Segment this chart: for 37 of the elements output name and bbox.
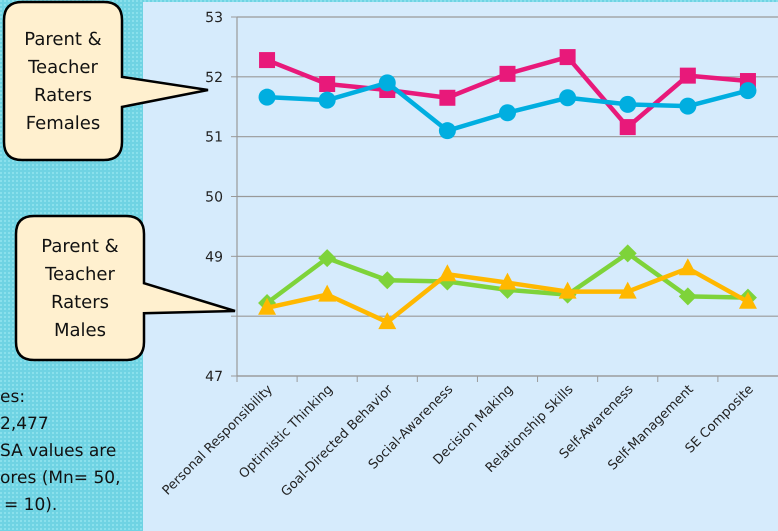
y-tick-label: 47: [205, 369, 223, 385]
point: [319, 76, 336, 92]
point: [738, 292, 757, 309]
point: [680, 68, 696, 84]
point: [499, 104, 516, 122]
point: [439, 90, 456, 106]
point: [438, 122, 456, 140]
point: [500, 66, 516, 82]
point: [678, 287, 697, 306]
y-tick-label: 51: [205, 130, 223, 146]
point: [560, 49, 576, 66]
point: [618, 244, 637, 262]
point: [559, 89, 576, 106]
point: [620, 119, 636, 136]
y-tick-label: 53: [205, 10, 223, 26]
y-tick-label: 52: [205, 70, 223, 86]
point: [619, 96, 636, 113]
point: [258, 88, 276, 106]
text: Parent & Teacher Raters Females: [24, 29, 102, 134]
point: [318, 249, 336, 268]
point: [678, 258, 697, 276]
point: [318, 284, 336, 302]
point: [259, 52, 276, 68]
point: [378, 271, 396, 290]
point: [378, 312, 396, 330]
text: Parent & Teacher Raters Males: [41, 236, 119, 341]
y-tick-label: 50: [205, 190, 223, 206]
point: [558, 282, 577, 299]
text: es: 2,477 SA values are ores (Mn= 50, = 10).: [0, 387, 120, 515]
point: [498, 272, 516, 290]
y-tick-label: 49: [205, 249, 223, 266]
point: [618, 282, 637, 299]
point: [318, 92, 336, 109]
point: [739, 82, 756, 100]
point: [679, 98, 696, 115]
point: [258, 298, 276, 315]
point: [378, 74, 396, 92]
